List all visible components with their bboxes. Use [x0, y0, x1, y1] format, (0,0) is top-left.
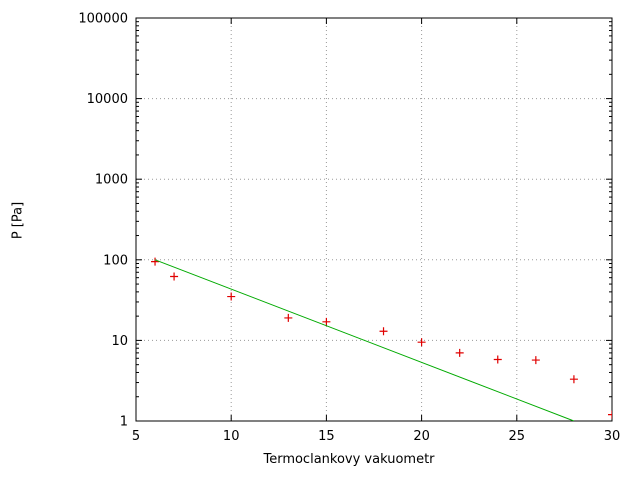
data-point-marker — [493, 355, 502, 364]
data-point-marker — [170, 272, 179, 281]
data-point-marker — [417, 338, 426, 347]
y-axis-label: P [Pa] — [10, 201, 26, 240]
x-tick-label: 20 — [413, 429, 430, 444]
data-point-marker — [455, 348, 464, 357]
x-tick-label: 30 — [604, 429, 621, 444]
x-tick-label: 15 — [318, 429, 335, 444]
plot-border — [135, 17, 613, 422]
data-point-marker — [531, 356, 540, 365]
y-tick-label: 100000 — [78, 12, 128, 27]
fit-line — [154, 259, 575, 421]
data-point-marker — [322, 317, 331, 326]
data-point-marker — [379, 327, 388, 336]
data-point-marker — [569, 375, 578, 384]
y-tick-label: 1000 — [95, 173, 128, 188]
data-point-marker — [151, 257, 160, 266]
y-tick-label: 100 — [103, 253, 128, 268]
y-tick-label: 10 — [111, 334, 128, 349]
x-axis-label: Termoclankovy vakuometr — [263, 452, 435, 467]
data-point-marker — [284, 313, 293, 322]
data-point-marker — [227, 292, 236, 301]
y-tick-label: 1 — [120, 415, 128, 430]
data-point-marker — [608, 410, 612, 419]
y-tick-label: 10000 — [87, 92, 128, 107]
x-tick-label: 25 — [509, 429, 526, 444]
x-tick-label: 10 — [223, 429, 240, 444]
x-tick-label: 5 — [132, 429, 140, 444]
